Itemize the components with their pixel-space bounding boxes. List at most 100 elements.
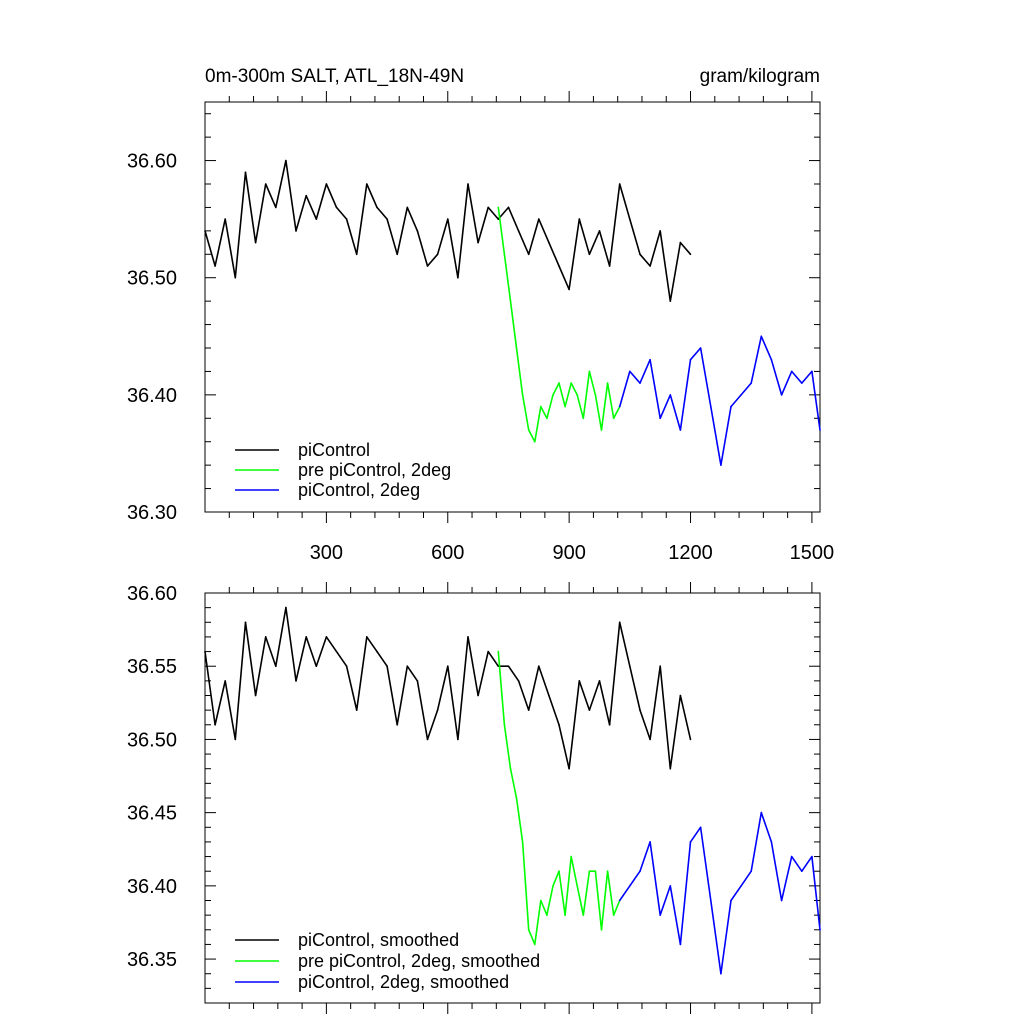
data-point <box>760 335 763 338</box>
data-point <box>659 417 661 420</box>
data-point <box>600 429 603 431</box>
data-point <box>515 797 518 799</box>
data-point <box>598 680 601 682</box>
data-point <box>699 347 702 349</box>
data-point <box>558 265 560 267</box>
data-point <box>521 394 524 396</box>
data-point <box>509 767 512 770</box>
data-point <box>801 870 803 872</box>
data-point <box>594 394 597 396</box>
data-point <box>629 218 631 220</box>
data-point <box>570 382 572 384</box>
data-point <box>578 680 581 682</box>
data-point <box>366 636 368 638</box>
legend-label: piControl, 2deg <box>298 480 420 500</box>
data-point <box>649 738 651 741</box>
data-point <box>386 665 388 667</box>
data-point <box>254 694 257 697</box>
data-point <box>720 972 722 975</box>
data-point <box>730 405 732 408</box>
data-point <box>396 253 399 256</box>
data-point <box>497 218 500 220</box>
data-point <box>527 709 530 711</box>
data-point <box>509 300 512 302</box>
data-point <box>254 241 257 244</box>
data-point <box>426 265 429 267</box>
data-point <box>546 417 548 420</box>
data-point <box>801 382 803 384</box>
data-point <box>325 183 328 185</box>
y-tick-label: 36.35 <box>127 949 177 971</box>
data-point <box>710 899 712 902</box>
data-point <box>639 870 641 872</box>
data-point <box>699 826 702 829</box>
data-point <box>588 870 591 872</box>
x-tick-label: 900 <box>552 542 585 564</box>
data-point <box>548 241 550 244</box>
data-point <box>790 370 793 373</box>
data-point <box>710 405 712 408</box>
data-point <box>568 288 570 291</box>
x-tick-label: 1200 <box>668 542 713 564</box>
data-point <box>618 899 621 902</box>
data-point <box>659 914 661 916</box>
data-point <box>487 206 490 209</box>
data-point <box>275 206 277 209</box>
data-point <box>582 914 585 916</box>
data-point <box>315 218 318 220</box>
data-point <box>534 943 536 946</box>
data-point <box>345 665 348 667</box>
series-line-2 <box>497 207 621 443</box>
y-tick-label: 36.60 <box>127 583 177 605</box>
top-panel: 300 600 900 1200 1500 36.30 36.40 36.50 36.60 piC… <box>127 66 834 564</box>
data-point <box>264 636 267 638</box>
data-point <box>416 680 419 682</box>
data-point <box>659 230 661 232</box>
data-point <box>811 855 813 858</box>
plot-frame <box>204 101 821 513</box>
data-point <box>457 276 459 279</box>
data-point <box>335 650 338 653</box>
data-point <box>426 738 429 741</box>
data-point <box>639 253 641 256</box>
data-point <box>335 206 338 209</box>
data-point <box>618 405 621 408</box>
data-point <box>552 394 554 396</box>
data-point <box>612 417 615 420</box>
data-point <box>477 694 479 697</box>
data-point <box>264 183 267 185</box>
data-point <box>224 680 226 682</box>
y-tick-label: 36.30 <box>127 502 177 524</box>
data-point <box>295 230 297 232</box>
data-point <box>750 382 752 384</box>
data-point <box>515 347 518 349</box>
data-point <box>366 183 368 185</box>
y-tick-label: 36.45 <box>127 803 177 825</box>
data-point <box>538 665 540 667</box>
data-point <box>548 694 550 697</box>
data-point <box>204 230 206 232</box>
data-point <box>447 218 449 220</box>
data-point <box>760 811 763 814</box>
data-point <box>600 929 603 931</box>
data-point <box>629 665 631 667</box>
data-point <box>679 429 682 431</box>
y-tick-label: 36.60 <box>127 151 177 173</box>
legend-label: piControl <box>298 440 370 460</box>
data-point <box>740 394 742 396</box>
y-tick-label: 36.40 <box>127 385 177 407</box>
data-point <box>570 855 572 858</box>
data-point <box>234 276 237 279</box>
data-point <box>669 394 672 396</box>
y-tick-label: 36.50 <box>127 729 177 751</box>
data-point <box>204 650 206 653</box>
data-point <box>618 183 621 185</box>
data-point <box>639 709 641 711</box>
data-point <box>538 218 540 220</box>
data-point <box>811 370 813 373</box>
data-point <box>780 394 783 396</box>
legend-label: pre piControl, 2deg <box>298 460 451 480</box>
data-point <box>582 417 585 420</box>
data-point <box>608 724 611 726</box>
data-point <box>594 870 597 872</box>
